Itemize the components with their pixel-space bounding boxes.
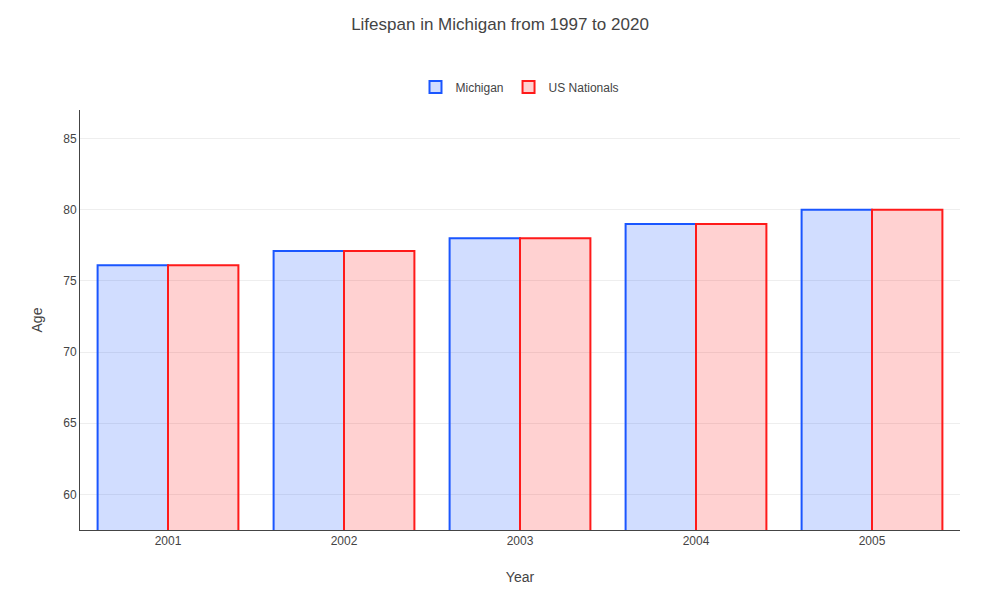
svg-text:2001: 2001 (155, 534, 182, 548)
svg-text:US Nationals: US Nationals (549, 81, 619, 95)
svg-text:Michigan: Michigan (456, 81, 504, 95)
svg-text:2005: 2005 (859, 534, 886, 548)
svg-text:60: 60 (63, 488, 77, 502)
svg-text:2002: 2002 (331, 534, 358, 548)
svg-text:80: 80 (63, 203, 77, 217)
svg-text:75: 75 (63, 274, 77, 288)
svg-text:Age: Age (29, 307, 45, 332)
svg-text:65: 65 (63, 416, 77, 430)
svg-text:2003: 2003 (507, 534, 534, 548)
svg-text:85: 85 (63, 132, 77, 146)
svg-text:Lifespan in Michigan from 1997: Lifespan in Michigan from 1997 to 2020 (351, 15, 649, 34)
svg-text:Year: Year (506, 569, 535, 585)
svg-text:2004: 2004 (683, 534, 710, 548)
svg-text:70: 70 (63, 345, 77, 359)
